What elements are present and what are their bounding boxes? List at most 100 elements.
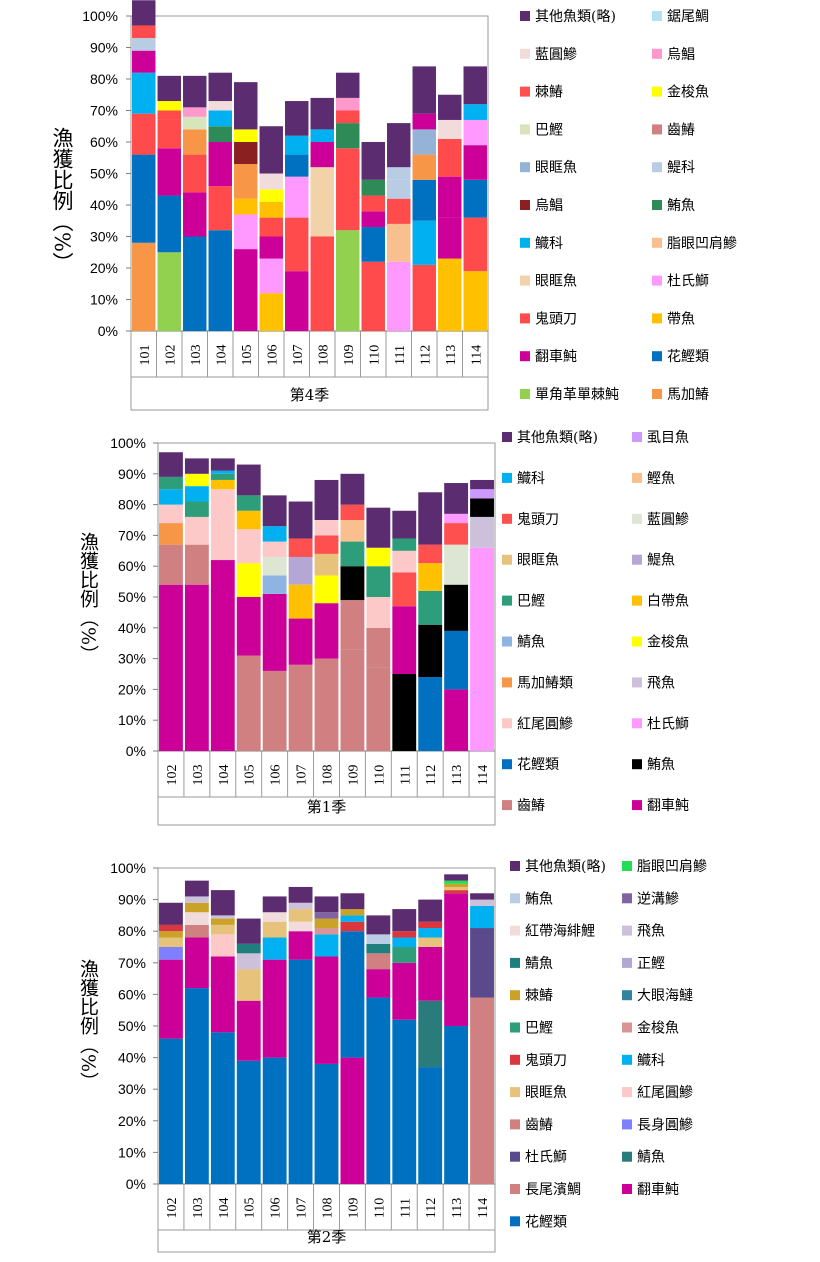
y-tick-label: 80% [118,923,146,939]
bar-segment [159,902,183,925]
bar-segment [392,909,417,932]
chart-title: 第4季 [290,386,330,404]
bar-segment [234,164,258,199]
bar-segment [340,473,365,505]
legend-label: 鯖魚 [517,635,545,651]
bar-segment [438,258,462,331]
bar-segment [336,110,360,124]
x-category-label: 102 [165,765,180,786]
bar-segment [387,261,411,331]
legend-label: 白帶魚 [647,594,689,610]
legend-swatch [520,200,530,210]
legend-label: 脂眼凹肩鰺 [637,859,707,875]
bar-segment [285,101,309,136]
y-tick-label: 40% [90,197,118,213]
legend-label: 鮪魚 [667,198,695,214]
legend-label: 紅帶海緋鯉 [525,924,595,940]
bar-segment [470,905,494,929]
bar-segment [310,167,334,237]
y-tick-label: 80% [118,497,146,513]
y-tick-label: 30% [118,1081,146,1097]
x-category-label: 113 [444,345,459,365]
bar-segment [236,529,261,564]
bar-segment [184,544,209,585]
bar-segment [444,544,469,585]
x-category-label: 106 [269,1198,284,1219]
legend-label: 正鰹 [637,956,665,972]
bar-segment [132,242,156,331]
bar-segment [392,510,417,539]
legend-swatch [502,513,512,524]
bar-segment [184,516,209,545]
legend-label: 帶魚 [667,311,695,327]
bar-segment [361,211,385,228]
legend-label: 杜氏鰤 [647,716,689,732]
bar-segment [470,928,494,998]
legend-swatch [622,957,632,968]
legend-label: 金梭魚 [637,1020,679,1037]
legend-swatch [632,554,642,565]
legend-swatch [652,237,662,248]
bar-segment [418,1067,443,1184]
bar-segment [208,126,232,142]
legend-label: 鱵科 [517,471,545,487]
legend-swatch [510,893,520,904]
bar-segment [288,501,313,539]
legend-swatch [502,677,512,688]
bar-segment [262,937,287,960]
bar-segment [418,544,443,564]
bar-segment [463,217,487,272]
bar-segment [234,214,258,250]
bar-segment [157,148,181,196]
bar-segment [234,249,258,331]
bar-segment [340,909,365,916]
x-category-label: 103 [191,1198,206,1219]
legend-swatch [510,861,520,871]
bar-segment [340,504,365,520]
bar-segment [259,126,283,174]
plot-frame [157,442,496,826]
bar-segment [159,489,183,505]
x-category-label: 114 [476,765,491,785]
bar-segment [392,606,417,674]
bar-segment [183,75,207,108]
bar-segment [157,195,181,253]
legend-swatch [632,432,642,442]
legend-swatch [622,925,632,936]
bar-segment [412,179,436,221]
bar-segment [236,464,261,496]
bar-segment [259,201,283,218]
bar-segment [159,924,183,932]
legend-label: 齒鰆 [517,798,545,814]
bar-segment [210,473,235,480]
legend-label: 其他魚類(略) [535,9,616,25]
plot-frame [130,15,489,411]
bar-segment [159,476,183,490]
legend-swatch [632,472,642,483]
bar-segment [340,541,365,567]
bar-segment [285,271,309,331]
legend-label: 烏鯧 [667,46,695,63]
bar-segment [234,198,258,215]
bar-segment [444,584,469,631]
x-category-label: 108 [316,345,331,366]
bar-segment [361,195,385,212]
y-tick-label: 90% [90,40,118,56]
legend-swatch [622,990,632,1001]
x-category-label: 106 [269,765,284,786]
bar-segment [340,893,365,910]
x-category-label: 108 [321,1198,336,1219]
x-category-label: 109 [346,1198,361,1219]
y-tick-label: 50% [90,166,118,182]
legend-swatch [622,1087,632,1098]
legend-label: 藍圓鰺 [647,512,689,528]
legend-label: 馬加鰆 [667,387,709,403]
bar-segment [392,674,417,751]
bar-segment [470,997,494,1184]
chart-panel-3: 0% 10% 20% 30% 40% 50% 60% 70% 80% 90% 100% 102 103 1… [77,859,707,1253]
y-tick-label: 50% [118,1018,146,1034]
bar-segment [444,886,469,891]
bar-segment [314,479,339,520]
bar-segment [132,0,156,26]
